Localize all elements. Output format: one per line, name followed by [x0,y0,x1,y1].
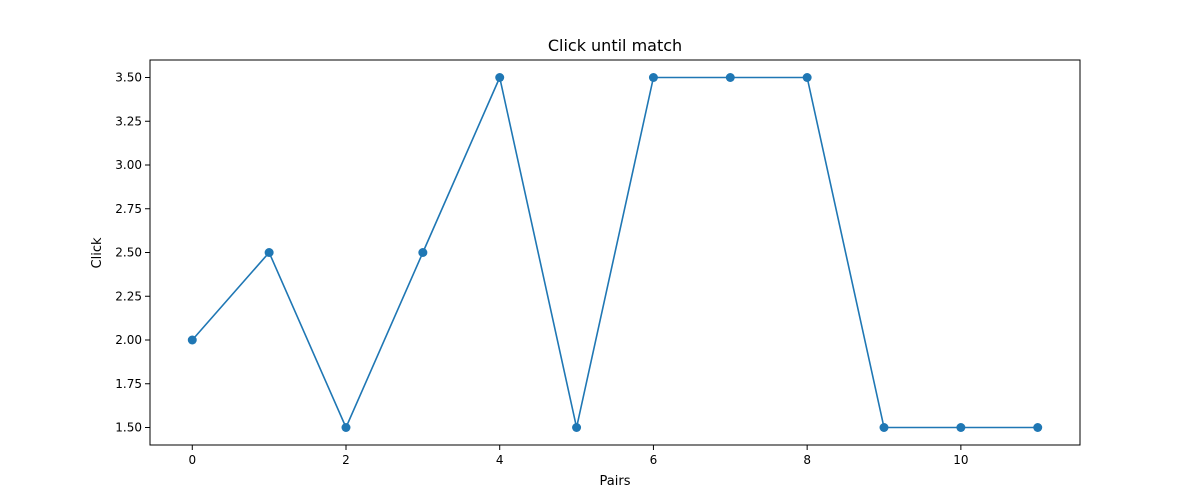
y-tick-label: 3.50 [115,71,142,85]
y-tick-label: 2.50 [115,246,142,260]
data-point-marker [495,73,505,82]
data-point-marker [648,73,658,82]
y-tick-label: 3.25 [115,114,142,128]
data-point-marker [341,423,351,432]
y-tick-label: 2.75 [115,202,142,216]
y-tick-label: 1.50 [115,421,142,435]
x-tick-label: 0 [188,453,196,467]
x-tick-label: 10 [953,453,968,467]
x-tick-label: 6 [650,453,658,467]
y-tick-label: 1.75 [115,377,142,391]
plot-frame [149,59,1081,446]
y-axis-label: Click [90,237,105,268]
x-axis-label: Pairs [600,474,631,489]
data-point-marker [187,335,197,345]
y-tick-label: 2.00 [115,333,142,347]
chart-title: Click until match [548,36,682,55]
data-point-marker [1033,423,1043,432]
x-tick-label: 2 [342,453,350,467]
y-tick-label: 2.25 [115,289,142,303]
data-point-marker [725,73,735,82]
y-tick-label: 3.00 [115,158,142,172]
x-tick-label: 4 [496,453,504,467]
data-point-marker [802,73,812,82]
data-point-marker [418,248,428,257]
data-point-marker [956,423,966,432]
data-point-marker [879,423,889,432]
x-tick-label: 8 [803,453,811,467]
data-point-marker [264,248,274,257]
series-line [191,74,1038,430]
data-point-marker [572,423,582,432]
plot-area: 0 2 4 6 8 10 1.50 1.75 2.00 2.25 2.50 2.75 3.00 3.25 3… [115,59,1081,467]
